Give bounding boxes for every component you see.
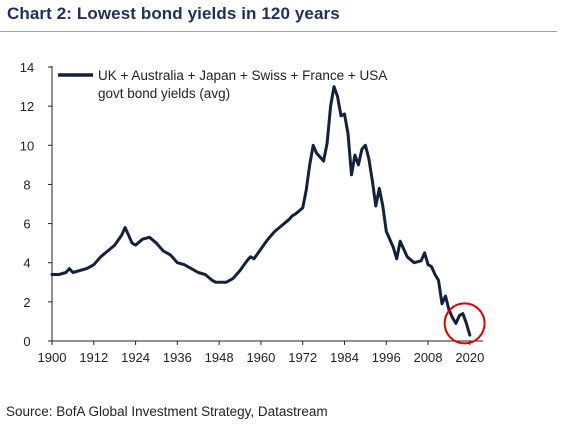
x-tick-label: 1984: [330, 350, 359, 365]
y-tick-label: 10: [20, 138, 34, 153]
y-tick-label: 12: [20, 99, 34, 114]
y-tick-label: 0: [23, 334, 30, 349]
y-tick-label: 6: [23, 217, 30, 232]
x-tick-label: 2008: [414, 350, 443, 365]
x-tick-label: 1924: [121, 350, 150, 365]
series-line: [50, 85, 472, 337]
title-divider: [0, 31, 557, 32]
x-tick-label: 1900: [38, 350, 67, 365]
x-tick-label: 1972: [288, 350, 317, 365]
x-tick-label: 2020: [455, 350, 484, 365]
y-tick-label: 14: [20, 60, 34, 75]
x-tick-label: 1960: [246, 350, 275, 365]
x-axis-ticks: 1900 1912 1924 1936 1948 1960 1972 1984 1996 2008…: [38, 341, 484, 365]
y-tick-label: 2: [23, 295, 30, 310]
y-tick-label: 4: [23, 256, 30, 271]
legend-label-line-1: UK + Australia + Japan + Swiss + France …: [98, 68, 387, 83]
chart-title: Chart 2: Lowest bond yields in 120 years: [7, 4, 340, 23]
x-tick-label: 1912: [79, 350, 108, 365]
line-chart: 0 2 4 6 8 10 12 14 1900 1912 1924 1936 1948 1960 1972…: [20, 60, 486, 365]
x-tick-label: 1936: [163, 350, 192, 365]
y-tick-label: 8: [23, 177, 30, 192]
legend: UK + Australia + Japan + Swiss + France …: [58, 68, 387, 101]
legend-label-line-2: govt bond yields (avg): [98, 86, 230, 101]
highlight-circle: [443, 302, 486, 345]
source-note: Source: BofA Global Investment Strategy,…: [6, 404, 328, 419]
y-axis-ticks: 0 2 4 6 8 10 12 14: [20, 60, 52, 349]
x-tick-label: 1948: [205, 350, 234, 365]
x-tick-label: 1996: [372, 350, 401, 365]
